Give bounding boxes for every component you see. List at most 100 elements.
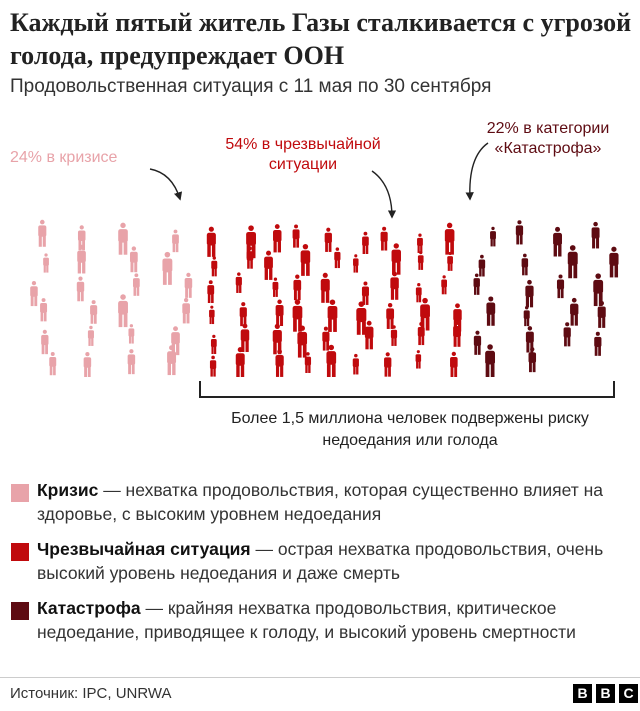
person-figure-crisis [38,219,47,247]
person-figure-emergency [356,301,367,335]
person-figure-crisis [118,222,128,255]
person-figure-catastrophe [594,331,602,356]
arrow-crisis [149,168,183,201]
person-figure-emergency [322,326,330,351]
person-figure-emergency [352,353,359,375]
person-figure-emergency [207,280,215,304]
bbc-logo: B B C [573,684,638,703]
person-figure-emergency [380,226,388,251]
person-figure-catastrophe [478,254,486,277]
person-figure-crisis [49,352,57,376]
annotation-emergency-line2: ситуации [269,156,337,173]
page-title: Каждый пятый житель Газы сталкивается с … [10,8,632,70]
legend-text-crisis: — нехватка продовольствия, которая сущес… [37,480,604,524]
person-figure-catastrophe [597,300,606,328]
person-figure-emergency [275,349,284,377]
arrow-catastrophe [465,142,489,201]
person-figure-catastrophe [490,226,496,247]
person-figure-emergency [334,247,341,269]
person-figure-catastrophe [525,279,534,308]
person-figure-emergency [391,243,401,275]
person-figure-emergency [273,224,282,253]
person-figure-emergency [264,250,273,280]
person-figure-catastrophe [523,305,530,327]
person-figure-catastrophe [563,322,571,347]
person-figure-emergency [209,305,215,325]
person-figure-crisis [128,324,135,344]
bracket-note: Более 1,5 миллиона человек подвержены ри… [231,410,589,449]
person-figure-emergency [209,355,217,377]
person-figure-catastrophe [486,296,496,326]
person-figure-crisis [83,351,92,377]
person-figure-emergency [211,256,218,277]
page-subtitle: Продовольственная ситуация с 11 мая по 3… [10,76,492,97]
person-figure-emergency [417,322,425,346]
person-figure-emergency [390,271,399,300]
person-figure-catastrophe [485,344,495,377]
person-figure-catastrophe [570,297,579,326]
person-figure-emergency [297,325,308,358]
person-figure-catastrophe [473,273,480,295]
person-figure-crisis [87,325,94,346]
person-figure-catastrophe [515,220,524,245]
legend-term-catastrophe: Катастрофа [37,598,141,618]
person-figure-emergency [453,320,461,347]
person-figure-emergency [272,323,282,355]
person-figure-emergency [324,227,332,252]
person-figure-crisis [171,326,180,356]
person-figure-crisis [41,329,49,355]
person-figure-emergency [210,334,217,354]
person-figure-catastrophe [553,226,562,257]
person-figure-emergency [390,325,398,346]
person-figure-emergency [293,274,302,301]
legend-swatch-catastrophe [11,602,29,620]
person-figure-crisis [167,345,177,376]
person-figure-catastrophe [556,274,565,299]
person-figure-crisis [118,294,128,328]
person-figure-emergency [353,254,359,273]
person-figure-emergency [304,352,312,373]
person-figure-emergency [447,251,453,271]
legend-term-emergency: Чрезвычайная ситуация [37,539,251,559]
legend-term-crisis: Кризис [37,480,99,500]
person-figure-crisis [172,229,179,253]
annotation-crisis: 24% в кризисе [10,149,118,166]
annotation-catastrophe-line1: 22% в категории [487,120,610,137]
person-figure-emergency [272,277,279,297]
person-figure-emergency [239,302,247,327]
person-figure-crisis [129,246,138,273]
person-figure-crisis [162,251,173,285]
person-figure-catastrophe [591,221,600,249]
person-figure-emergency [417,251,424,270]
person-figure-emergency [364,320,374,350]
people-figures [30,219,619,377]
legend-swatch-emergency [11,543,29,561]
person-figure-emergency [450,351,458,377]
person-figure-emergency [417,233,423,253]
person-figure-catastrophe [593,273,604,307]
person-figure-emergency [275,299,284,326]
person-figure-emergency [206,226,216,257]
person-figure-emergency [327,299,338,332]
person-figure-emergency [415,283,422,303]
person-figure-emergency [292,299,303,332]
person-figure-emergency [384,352,392,377]
person-figure-emergency [362,231,369,255]
legend-text-catastrophe: — крайняя нехватка продовольствия, крити… [37,598,576,642]
logo-letter: B [573,684,592,703]
person-figure-emergency [441,275,448,295]
person-figure-catastrophe [521,253,529,276]
annotation-emergency-line1: 54% в чрезвычайной [225,136,380,153]
person-figure-emergency [326,344,337,377]
person-figure-crisis [182,297,190,324]
person-figure-crisis [90,300,98,324]
person-figure-emergency [320,272,330,303]
person-figure-emergency [240,323,250,352]
person-figure-emergency [386,302,395,329]
person-figure-crisis [43,253,49,273]
person-figure-crisis [30,280,38,307]
legend-swatch-crisis [11,484,29,502]
person-figure-emergency [453,303,462,332]
arrow-emergency [371,170,397,219]
person-figure-crisis [127,349,136,375]
